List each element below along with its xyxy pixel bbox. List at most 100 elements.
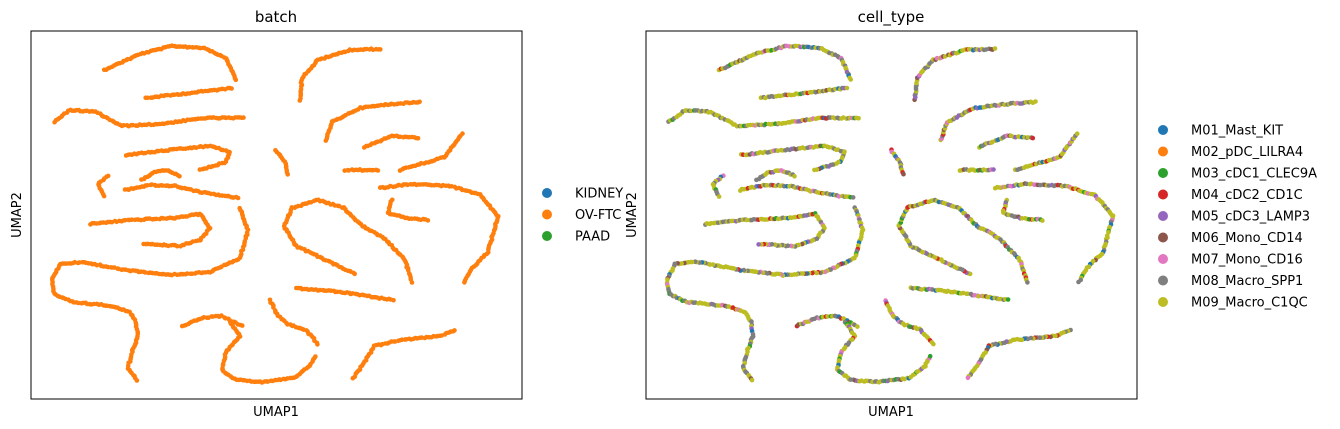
- legend-marker: [1158, 275, 1168, 286]
- data-point: [976, 293, 981, 299]
- plot-frame: [30, 30, 523, 400]
- data-point: [188, 271, 193, 277]
- legend-label: KIDNEY: [575, 187, 623, 202]
- legend-marker: [1158, 189, 1168, 200]
- data-point: [844, 85, 850, 91]
- data-point: [856, 116, 861, 121]
- legend-marker: [542, 188, 552, 198]
- data-point: [235, 195, 241, 201]
- legend-marker: [1158, 211, 1168, 221]
- data-point: [749, 377, 755, 383]
- legend-label: PAAD: [575, 230, 610, 245]
- plot-frame: [645, 30, 1138, 400]
- y-axis-label: UMAP2: [625, 192, 640, 238]
- legend-label: M05_cDC3_LAMP3: [1191, 210, 1310, 225]
- data-point: [145, 95, 150, 101]
- data-point: [240, 323, 245, 328]
- data-point: [1074, 131, 1080, 136]
- legend-marker: [1158, 232, 1168, 243]
- legend: M01_Mast_KIT M02_pDC_LILRA4 M03_cDC1_CLEC9…: [1158, 124, 1317, 311]
- data-point: [177, 174, 182, 179]
- legend-label: M01_Mast_KIT: [1191, 124, 1283, 139]
- legend-marker: [542, 231, 552, 241]
- data-point: [241, 115, 246, 120]
- data-point: [821, 191, 826, 196]
- legend-marker: [1158, 146, 1168, 157]
- legend-label: M03_cDC1_CLEC9A: [1191, 167, 1317, 182]
- data-point: [121, 123, 126, 128]
- data-point: [462, 280, 467, 285]
- data-point: [1040, 218, 1045, 223]
- data-point: [901, 171, 906, 177]
- legend-label: M02_pDC_LILRA4: [1191, 145, 1303, 160]
- data-point: [991, 167, 996, 172]
- data-point: [850, 195, 856, 200]
- data-point: [417, 99, 422, 105]
- data-point: [836, 194, 842, 199]
- data-point: [375, 168, 381, 173]
- legend-label: M07_Mono_CD16: [1191, 253, 1303, 268]
- data-point: [197, 167, 203, 172]
- data-point: [134, 378, 140, 383]
- data-point: [756, 242, 761, 247]
- scatter-points: [50, 43, 501, 385]
- data-point: [160, 183, 165, 188]
- legend-label: M04_cDC2_CD1C: [1191, 188, 1303, 203]
- data-point: [378, 47, 383, 52]
- data-point: [931, 341, 936, 347]
- data-point: [178, 244, 183, 249]
- x-axis-label: UMAP1: [868, 405, 914, 420]
- data-point: [744, 217, 750, 223]
- data-point: [129, 217, 135, 222]
- legend: KIDNEY OV-FTC PAAD: [542, 187, 623, 245]
- y-axis-label: UMAP2: [10, 192, 25, 238]
- legend-label: OV-FTC: [575, 208, 621, 223]
- data-point: [233, 77, 239, 83]
- data-point: [1033, 99, 1038, 104]
- data-point: [141, 241, 146, 247]
- legend-marker: [1158, 297, 1168, 307]
- data-point: [1005, 297, 1011, 302]
- data-point: [1025, 280, 1030, 285]
- data-point: [763, 121, 768, 127]
- data-point: [313, 354, 318, 359]
- data-point: [154, 216, 159, 222]
- data-point: [1030, 135, 1036, 141]
- chart-title: batch: [255, 8, 297, 26]
- data-point: [965, 291, 970, 297]
- data-point: [460, 131, 465, 136]
- legend-marker: [1158, 125, 1168, 135]
- data-point: [965, 375, 971, 381]
- legend-marker: [542, 209, 552, 220]
- legend-label: M09_Macro_C1QC: [1191, 296, 1308, 311]
- data-point: [415, 136, 421, 141]
- data-point: [749, 319, 754, 324]
- data-point: [1076, 279, 1081, 285]
- legend-label: M06_Mono_CD14: [1191, 231, 1303, 246]
- data-point: [855, 324, 860, 329]
- data-point: [927, 353, 933, 359]
- cell-type-panel: cell_type UMAP1 UMAP2 M01_Mast_KIT M02_pD…: [625, 8, 1317, 420]
- data-point: [825, 314, 830, 319]
- legend-marker: [1158, 254, 1168, 264]
- batch-panel: batch UMAP1 UMAP2 KIDNEY OV-FTC PAAD: [10, 8, 623, 420]
- data-point: [716, 194, 722, 199]
- data-point: [285, 172, 291, 177]
- data-point: [425, 218, 431, 223]
- data-point: [812, 167, 817, 173]
- data-point: [1024, 181, 1029, 187]
- chart-title: cell_type: [858, 8, 925, 27]
- data-point: [315, 342, 320, 347]
- data-point: [992, 46, 998, 51]
- data-point: [350, 375, 356, 381]
- scatter-points: [664, 43, 1116, 385]
- data-point: [409, 280, 415, 285]
- data-point: [229, 86, 234, 91]
- legend-label: M08_Macro_SPP1: [1191, 274, 1303, 289]
- data-point: [792, 174, 797, 179]
- legend-marker: [1158, 168, 1168, 178]
- data-point: [101, 193, 107, 199]
- data-point: [848, 77, 853, 82]
- data-point: [391, 297, 396, 303]
